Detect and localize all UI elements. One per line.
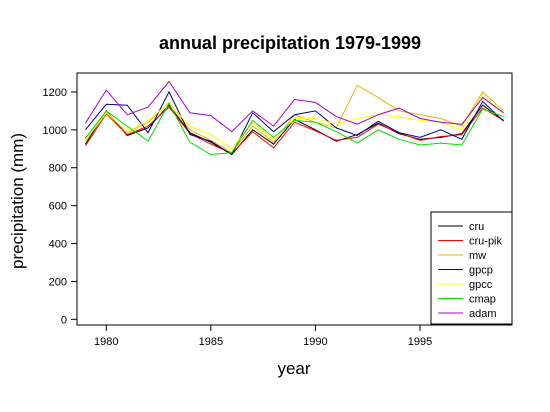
x-axis-label: year [277, 359, 310, 378]
y-axis-label: precipitation (mm) [8, 133, 27, 269]
legend-label-cmap: cmap [469, 294, 496, 306]
y-axis: 0 200 400 600 800 1000 1200 [43, 87, 77, 326]
y-tick-label: 600 [49, 201, 67, 213]
y-tick-label: 1000 [43, 125, 67, 137]
x-tick-label: 1995 [408, 336, 432, 348]
plot-area-frame [76, 72, 513, 326]
x-tick-label: 1990 [303, 336, 327, 348]
legend-label-cru-pik: cru-pik [469, 236, 503, 248]
legend: cru cru-pik mw gpcp gpcc cmap adam [430, 211, 513, 325]
y-tick-label: 400 [49, 239, 67, 251]
x-tick-label: 1985 [199, 336, 223, 348]
series-line-adam [84, 80, 504, 133]
x-axis: 1980 1985 1990 1995 [94, 325, 432, 348]
series-line-gpcc [85, 92, 504, 150]
series-line-gpcp [85, 90, 504, 156]
legend-label-adam: adam [469, 308, 497, 320]
legend-label-mw: mw [469, 250, 486, 262]
legend-label-gpcc: gpcc [469, 279, 493, 291]
legend-label-gpcp: gpcp [469, 265, 493, 277]
y-tick-label: 0 [61, 314, 67, 326]
series-lines [84, 80, 504, 156]
y-tick-label: 1200 [43, 87, 67, 99]
legend-box [430, 211, 513, 325]
chart-title: annual precipitation 1979-1999 [159, 33, 421, 53]
series-line-cmap [85, 102, 504, 156]
y-tick-label: 800 [49, 163, 67, 175]
legend-label-cru: cru [469, 221, 484, 233]
y-tick-label: 200 [49, 276, 67, 288]
x-tick-label: 1980 [94, 336, 118, 348]
